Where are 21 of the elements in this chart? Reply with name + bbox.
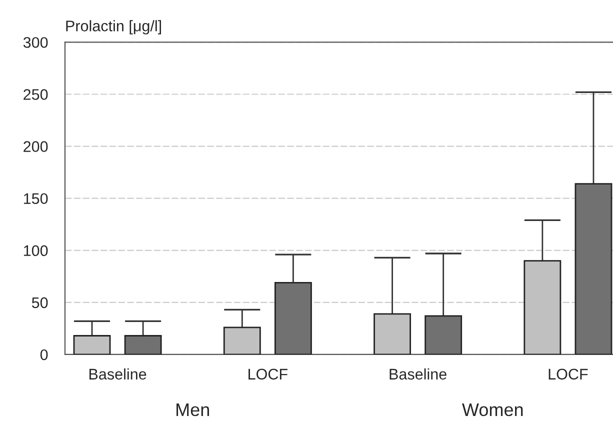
y-tick-label: 300 <box>23 37 48 48</box>
y-tick-label: 50 <box>32 297 48 308</box>
x-tick-label: LOCF <box>248 368 288 380</box>
y-axis-title: Prolactin [μg/l] <box>66 20 161 34</box>
bar <box>73 335 111 354</box>
y-tick-label: 150 <box>24 193 48 204</box>
x-tick-label: LOCF <box>548 368 588 380</box>
y-tick-label: 250 <box>24 89 48 100</box>
bar <box>574 183 612 354</box>
y-tick-label: 200 <box>24 141 48 152</box>
x-tick-label: Baseline <box>89 368 146 380</box>
bar <box>223 326 261 354</box>
bar <box>124 335 162 354</box>
bar <box>374 313 411 354</box>
bar <box>274 282 312 354</box>
text: Women <box>462 404 523 416</box>
y-tick-label: 0 <box>40 349 48 360</box>
text: Men <box>176 404 209 416</box>
y-tick-label: 100 <box>24 245 48 256</box>
x-tick-label: Baseline <box>390 368 446 380</box>
bar <box>424 315 462 354</box>
